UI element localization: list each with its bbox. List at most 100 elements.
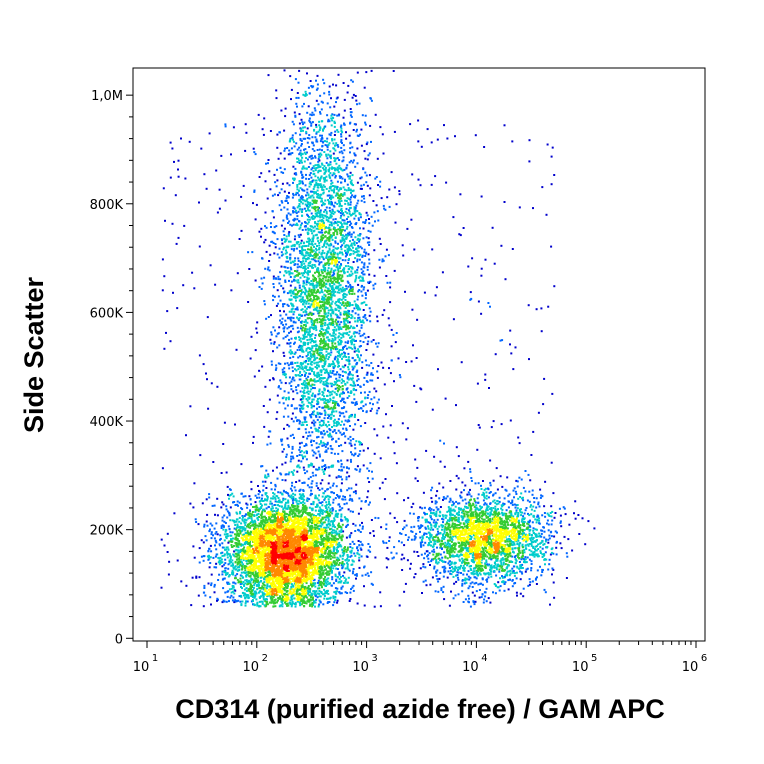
event-dot [330,527,333,530]
event-dot [298,555,301,558]
event-dot [240,574,243,577]
event-dot [317,537,320,540]
event-dot [234,582,237,585]
event-dot [282,574,285,577]
event-dot [285,600,287,603]
event-dot [325,503,328,506]
event-dot [259,537,261,540]
event-dot [333,591,336,594]
event-dot [277,543,280,546]
event-dot [233,501,236,503]
event-dot [300,519,302,522]
event-dot [274,550,277,553]
event-dot [275,576,277,579]
event-dot [259,524,262,527]
event-dot [346,565,349,568]
event-dot [303,595,306,598]
event-dot [193,556,196,559]
event-dot [284,584,286,586]
event-dot [241,561,243,564]
event-dot [314,585,317,588]
event-dot [258,535,261,538]
event-dot [262,489,265,492]
event-dot [301,575,304,578]
event-dot [247,582,250,585]
event-dot [325,592,328,595]
event-dot [302,530,305,533]
event-dot [253,562,255,565]
event-dot [338,532,341,535]
event-dot [307,592,310,595]
event-dot [312,556,315,559]
event-dot [253,596,256,599]
event-dot [329,508,332,511]
event-dot [279,587,282,590]
event-dot [314,550,317,553]
event-dot [321,534,324,537]
event-dot [301,522,303,524]
event-dot [229,531,232,534]
event-dot [300,502,303,504]
event-dot [279,562,282,565]
event-dot [294,533,297,536]
event-dot [306,530,308,533]
event-dot [269,601,271,604]
event-dot [261,550,264,553]
event-dot [278,518,281,521]
event-dot [308,571,311,574]
event-dot [241,529,244,532]
event-dot [316,587,319,590]
event-dot [284,526,287,529]
event-dot [245,595,248,598]
event-dot [217,556,220,559]
event-dot [256,531,259,534]
event-dot [234,524,237,526]
event-dot [286,501,289,504]
event-dot [329,511,332,514]
event-dot [238,520,241,523]
event-dot [325,533,328,536]
event-dot [328,533,330,536]
event-dot [254,562,257,565]
event-dot [273,575,276,578]
event-dot [244,579,247,582]
event-dot [317,546,320,549]
event-dot [298,500,301,503]
event-dot [221,542,224,545]
event-dot [319,533,322,536]
event-dot [252,521,254,524]
event-dot [355,574,358,577]
event-dot [301,497,304,500]
event-dot [227,567,230,570]
event-dot [294,493,297,496]
event-dot [213,537,216,540]
event-dot [351,586,354,589]
event-dot [334,587,337,590]
event-dot [263,567,266,570]
event-dot [228,600,230,603]
event-dot [253,520,256,523]
event-dot [266,496,269,499]
event-dot [295,542,298,545]
event-dot [315,561,318,564]
event-dot [236,552,238,555]
event-dot [256,524,259,527]
event-dot [289,538,292,541]
event-dot [340,515,343,518]
event-dot [274,519,277,522]
event-dot [289,541,292,544]
event-dot [305,506,308,509]
event-dot [340,535,343,538]
event-dot [280,604,283,607]
event-dot [278,566,280,569]
event-dot [361,525,364,528]
event-dot [210,582,213,585]
event-dot [294,513,296,516]
event-dot [304,550,307,553]
event-dot [264,525,267,528]
event-dot [284,519,287,521]
event-dot [215,541,218,544]
event-dot [274,544,277,547]
event-dot [247,596,250,599]
event-dot [257,525,260,528]
